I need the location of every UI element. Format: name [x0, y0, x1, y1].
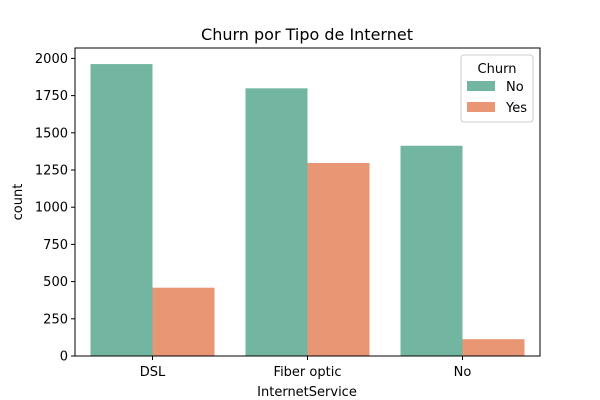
bar-fiber-optic-yes [307, 163, 370, 356]
chart-title: Churn por Tipo de Internet [201, 25, 413, 44]
bars-group [90, 64, 525, 357]
x-axis-label: InternetService [257, 385, 357, 400]
bar-fiber-optic-no [245, 88, 308, 357]
legend-swatch-yes [467, 102, 495, 112]
y-tick-label-0: 0 [60, 350, 68, 365]
x-tick-label-fiber-optic: Fiber optic [274, 365, 342, 380]
bar-dsl-yes [152, 287, 215, 356]
legend-label-no: No [506, 80, 524, 95]
legend-swatch-no [467, 81, 495, 91]
legend-title: Churn [478, 62, 517, 77]
y-axis-label: count [11, 184, 26, 221]
x-axis: DSL Fiber optic No [140, 356, 472, 380]
legend-items: No Yes [467, 80, 527, 116]
y-tick-label-1000: 1000 [35, 201, 68, 216]
y-axis: 0 250 500 750 1000 1250 1500 1750 2000 [35, 52, 75, 365]
y-tick-label-250: 250 [43, 312, 68, 327]
bar-dsl-no [90, 64, 153, 356]
legend: Churn No Yes [460, 54, 534, 123]
y-tick-label-2000: 2000 [35, 52, 68, 67]
y-tick-label-750: 750 [43, 238, 68, 253]
x-tick-label-dsl: DSL [140, 365, 166, 380]
y-tick-label-500: 500 [43, 275, 68, 290]
bar-no-no [400, 145, 463, 356]
y-tick-label-1750: 1750 [35, 89, 68, 104]
x-tick-label-no: No [454, 365, 472, 380]
y-tick-label-1500: 1500 [35, 126, 68, 141]
bar-no-yes [462, 339, 525, 356]
legend-label-yes: Yes [505, 101, 527, 116]
y-tick-label-1250: 1250 [35, 164, 68, 179]
